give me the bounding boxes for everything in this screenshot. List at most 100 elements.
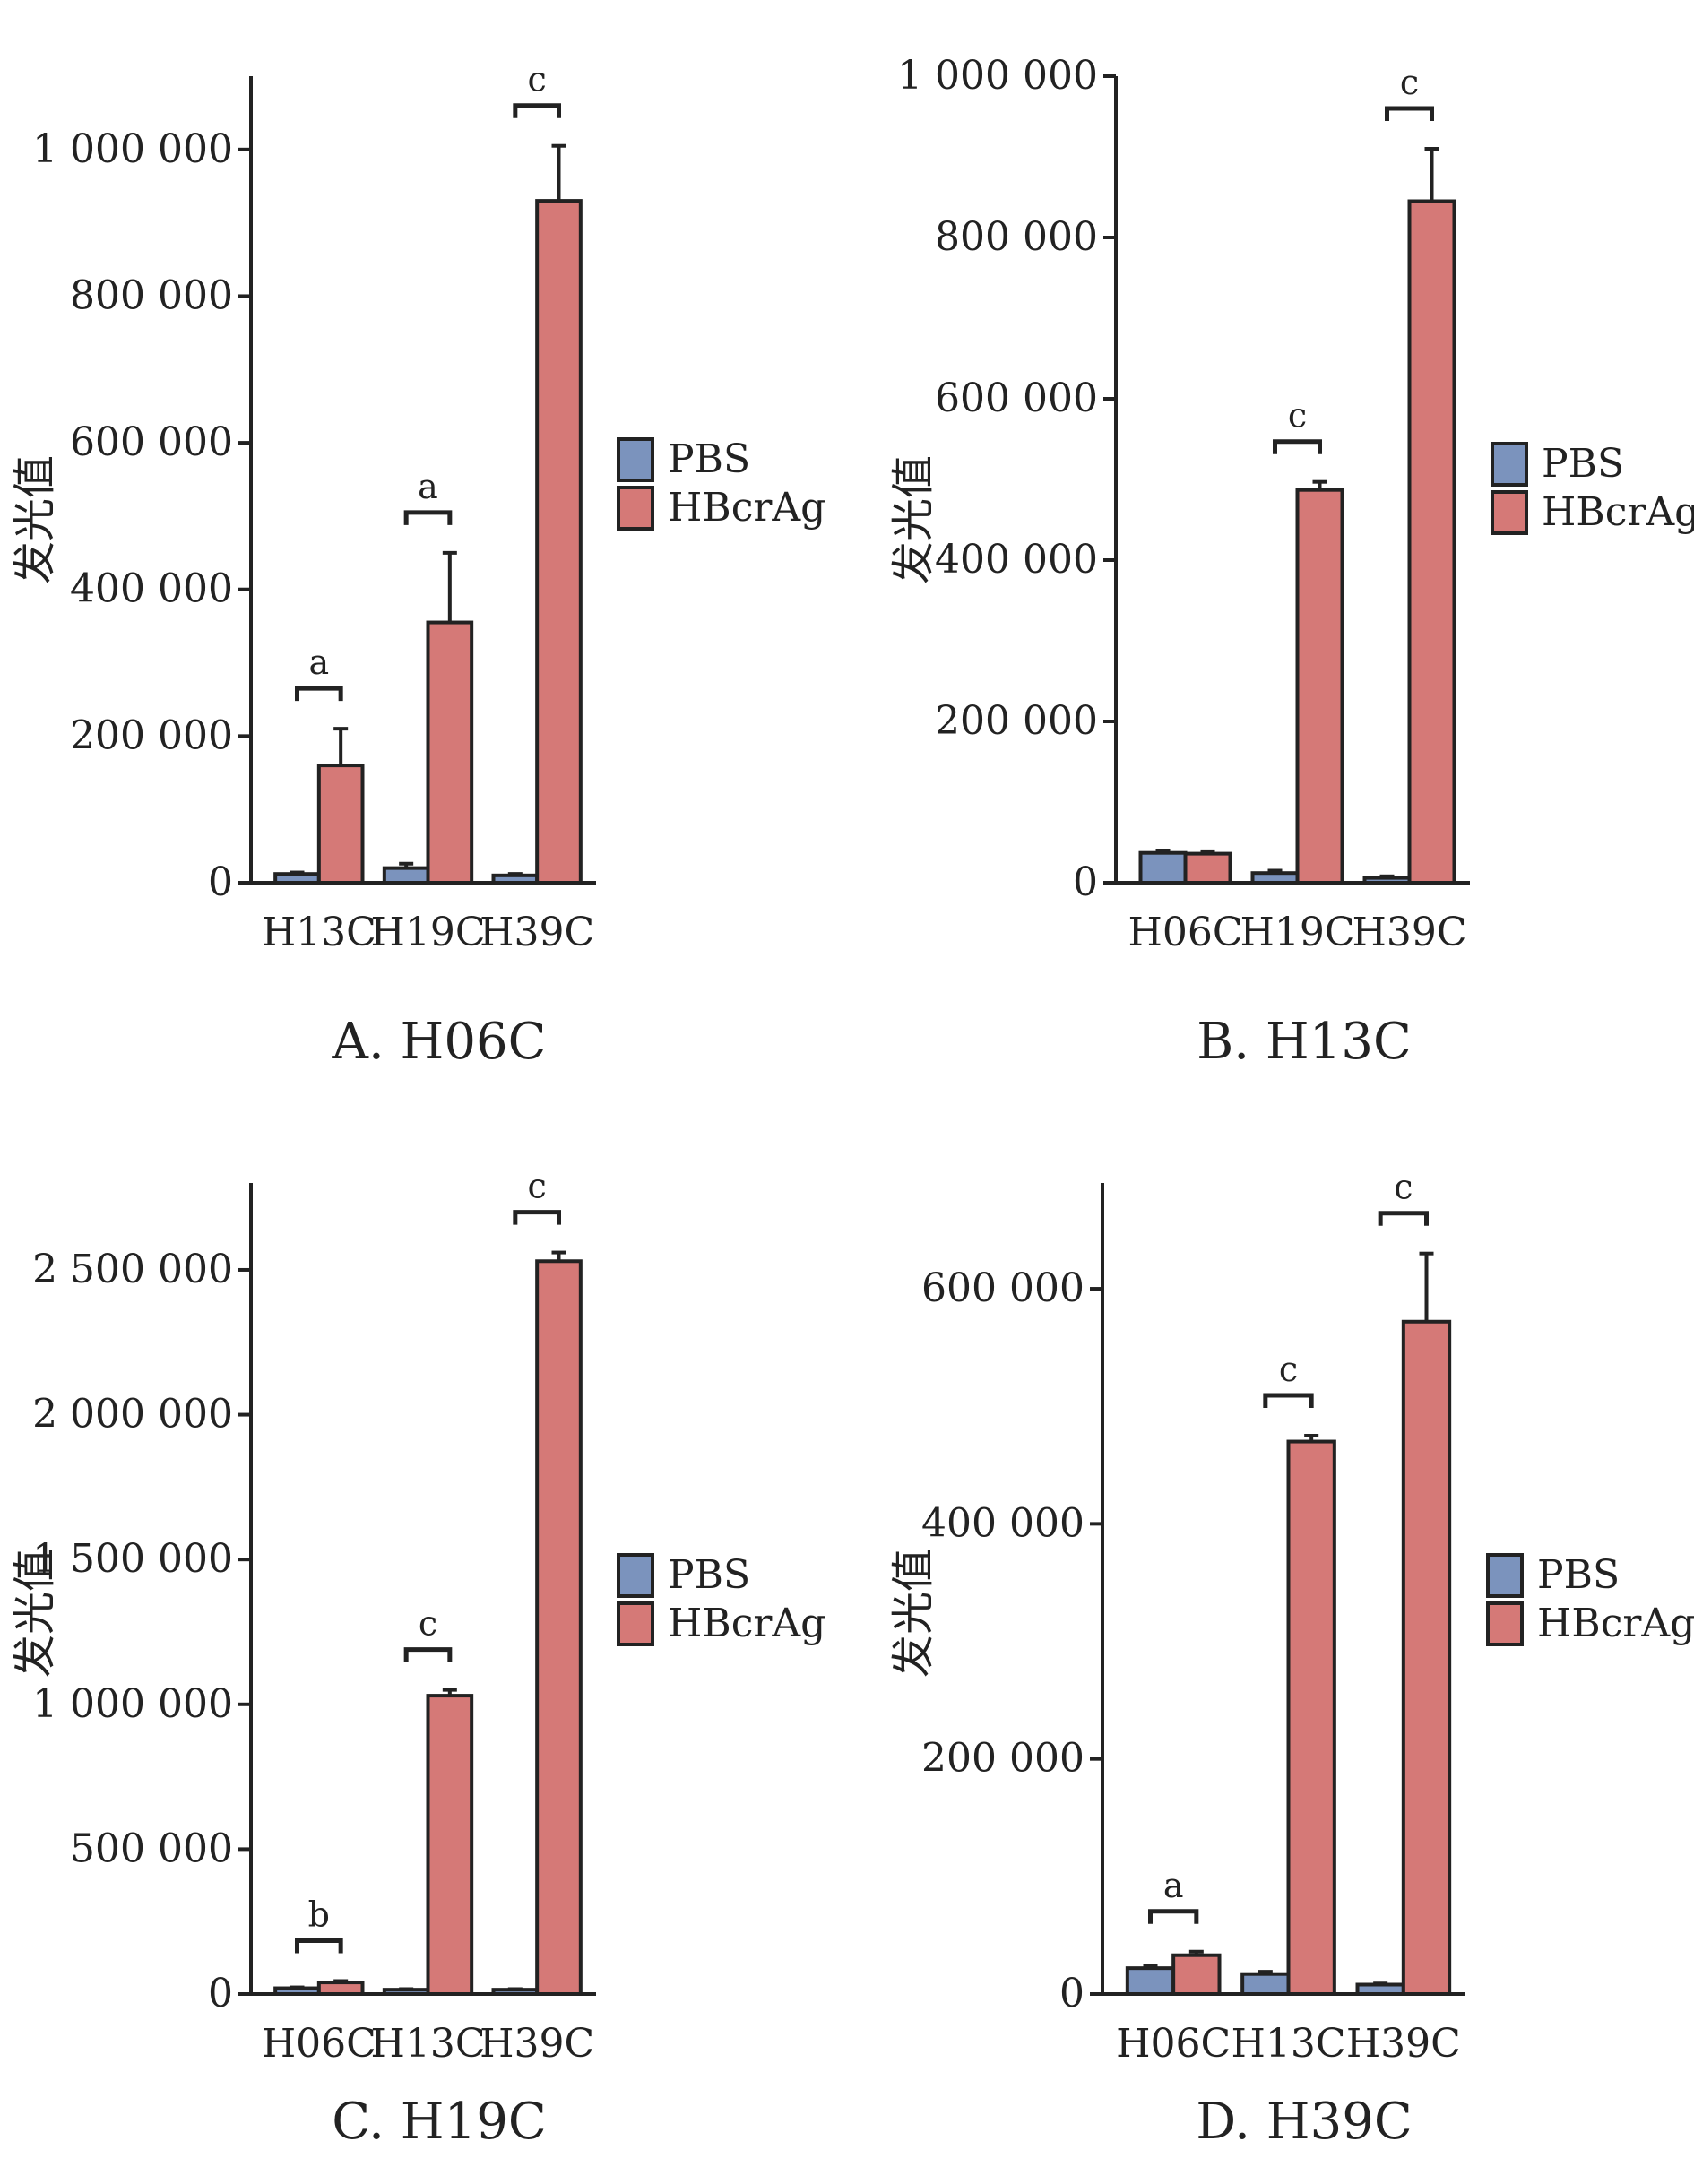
significance-bracket bbox=[403, 1647, 453, 1662]
significance-label: c bbox=[1279, 1350, 1298, 1389]
y-tick-label: 1 000 000 bbox=[32, 1681, 233, 1727]
legend-label-pbs: PBS bbox=[668, 436, 750, 482]
bar-hbcrag bbox=[1286, 1439, 1336, 1996]
significance-bracket bbox=[403, 510, 453, 525]
legend-label-pbs: PBS bbox=[1542, 441, 1624, 487]
significance-label: a bbox=[309, 643, 330, 682]
panel-c-caption: C. H19C bbox=[332, 2093, 547, 2151]
bar-hbcrag bbox=[316, 1981, 365, 1996]
panel-a-caption: A. H06C bbox=[332, 1013, 547, 1071]
y-tick-label: 1 000 000 bbox=[32, 126, 233, 172]
bar-hbcrag bbox=[1407, 199, 1456, 885]
chart-panel-b: 0 200 000 400 000 600 000 800 000 1 000 000 发光… bbox=[888, 53, 1694, 955]
significance-label: a bbox=[418, 467, 438, 506]
y-axis-label: 发光值 bbox=[888, 455, 938, 584]
bar-pbs bbox=[1125, 1966, 1176, 1996]
bar-hbcrag bbox=[426, 620, 474, 885]
legend-label-pbs: PBS bbox=[1537, 1552, 1620, 1598]
y-tick-label: 600 000 bbox=[935, 376, 1098, 421]
bar-pbs bbox=[273, 872, 321, 885]
bar-hbcrag bbox=[1183, 851, 1232, 885]
y-tick-label: 2 000 000 bbox=[32, 1392, 233, 1437]
y-axis-label: 发光值 bbox=[10, 455, 60, 584]
chart-panel-d: 0 200 000 400 000 600 000 发光值 H06C a H13C c H39C c… bbox=[888, 1168, 1694, 2067]
significance-bracket bbox=[1273, 439, 1322, 454]
y-tick-label: 1 000 000 bbox=[897, 53, 1098, 99]
x-tick-label: H39C bbox=[480, 910, 594, 955]
y-tick-label: 1 500 000 bbox=[32, 1536, 233, 1582]
legend-swatch-hbcrag bbox=[617, 486, 654, 531]
bar-pbs bbox=[1138, 850, 1188, 885]
bar-pbs bbox=[1355, 1982, 1405, 1997]
y-tick-label: 400 000 bbox=[921, 1500, 1085, 1546]
y-tick-label: 800 000 bbox=[935, 214, 1098, 260]
chart-panel-c: 0 500 000 1 000 000 1 500 000 2 000 000 2 500… bbox=[10, 1167, 825, 2067]
y-tick-label: 0 bbox=[208, 859, 233, 905]
y-tick-label: 600 000 bbox=[70, 419, 233, 465]
y-tick-label: 200 000 bbox=[935, 698, 1098, 744]
significance-bracket bbox=[513, 1210, 561, 1225]
x-tick-label: H06C bbox=[262, 2021, 376, 2067]
bar-pbs bbox=[1362, 876, 1412, 885]
y-tick-label: 800 000 bbox=[70, 272, 233, 318]
y-tick-label: 400 000 bbox=[935, 537, 1098, 583]
significance-bracket bbox=[1378, 1211, 1429, 1226]
legend-label-hbcrag: HBcrAg bbox=[668, 485, 825, 531]
x-tick-label: H13C bbox=[262, 910, 376, 955]
significance-label: c bbox=[1400, 63, 1419, 102]
y-tick-label: 600 000 bbox=[921, 1265, 1085, 1311]
legend-label-hbcrag: HBcrAg bbox=[1542, 489, 1694, 535]
significance-label: b bbox=[308, 1895, 330, 1934]
bar-pbs bbox=[1240, 1972, 1291, 1996]
bar-hbcrag bbox=[426, 1694, 474, 1996]
bar-pbs bbox=[382, 866, 430, 885]
bar-hbcrag bbox=[316, 764, 365, 885]
x-tick-label: H39C bbox=[1352, 910, 1466, 955]
legend-label-hbcrag: HBcrAg bbox=[668, 1601, 825, 1646]
bar-hbcrag bbox=[1171, 1953, 1222, 1997]
panel-b-caption: B. H13C bbox=[1197, 1013, 1412, 1071]
bar-pbs bbox=[1250, 871, 1300, 885]
significance-label: c bbox=[528, 1167, 547, 1206]
x-tick-label: H39C bbox=[1346, 2021, 1461, 2067]
legend-swatch-hbcrag bbox=[617, 1601, 654, 1646]
legend-swatch-pbs bbox=[617, 1553, 654, 1598]
legend-label-hbcrag: HBcrAg bbox=[1537, 1601, 1694, 1646]
legend-label-pbs: PBS bbox=[668, 1552, 750, 1598]
significance-bracket bbox=[1148, 1909, 1199, 1924]
legend-swatch-pbs bbox=[1491, 442, 1528, 487]
y-tick-label: 0 bbox=[208, 1971, 233, 2016]
bar-hbcrag bbox=[1295, 488, 1344, 885]
significance-bracket bbox=[1263, 1393, 1314, 1408]
x-tick-label: H13C bbox=[370, 2021, 485, 2067]
x-tick-label: H19C bbox=[1240, 910, 1354, 955]
bar-hbcrag bbox=[1401, 1319, 1452, 1996]
panel-d-caption: D. H39C bbox=[1196, 2093, 1413, 2151]
y-tick-label: 200 000 bbox=[70, 712, 233, 758]
y-tick-label: 2 500 000 bbox=[32, 1247, 233, 1292]
y-tick-label: 200 000 bbox=[921, 1736, 1085, 1782]
chart-panel-a: 0 200 000 400 000 600 000 800 000 1 000 000 发光… bbox=[10, 60, 825, 955]
legend-swatch-hbcrag bbox=[1491, 490, 1528, 535]
y-tick-label: 500 000 bbox=[70, 1826, 233, 1871]
y-axis-label: 发光值 bbox=[10, 1549, 60, 1678]
significance-label: c bbox=[528, 60, 547, 99]
bar-hbcrag bbox=[535, 1259, 583, 1996]
y-tick-label: 400 000 bbox=[70, 566, 233, 612]
significance-bracket bbox=[1385, 106, 1434, 121]
x-tick-label: H06C bbox=[1116, 2021, 1231, 2067]
x-tick-label: H06C bbox=[1128, 910, 1242, 955]
significance-bracket bbox=[513, 103, 561, 118]
x-tick-label: H13C bbox=[1231, 2021, 1345, 2067]
legend-swatch-pbs bbox=[1486, 1553, 1524, 1598]
y-axis-label: 发光值 bbox=[888, 1549, 938, 1678]
legend-swatch-hbcrag bbox=[1486, 1601, 1524, 1646]
legend-swatch-pbs bbox=[617, 437, 654, 482]
significance-label: c bbox=[1394, 1168, 1413, 1207]
bar-hbcrag bbox=[535, 199, 583, 885]
significance-label: c bbox=[1288, 396, 1307, 436]
significance-label: a bbox=[1163, 1866, 1184, 1905]
significance-bracket bbox=[295, 1938, 343, 1954]
y-tick-label: 0 bbox=[1059, 1971, 1085, 2016]
x-tick-label: H19C bbox=[370, 910, 485, 955]
